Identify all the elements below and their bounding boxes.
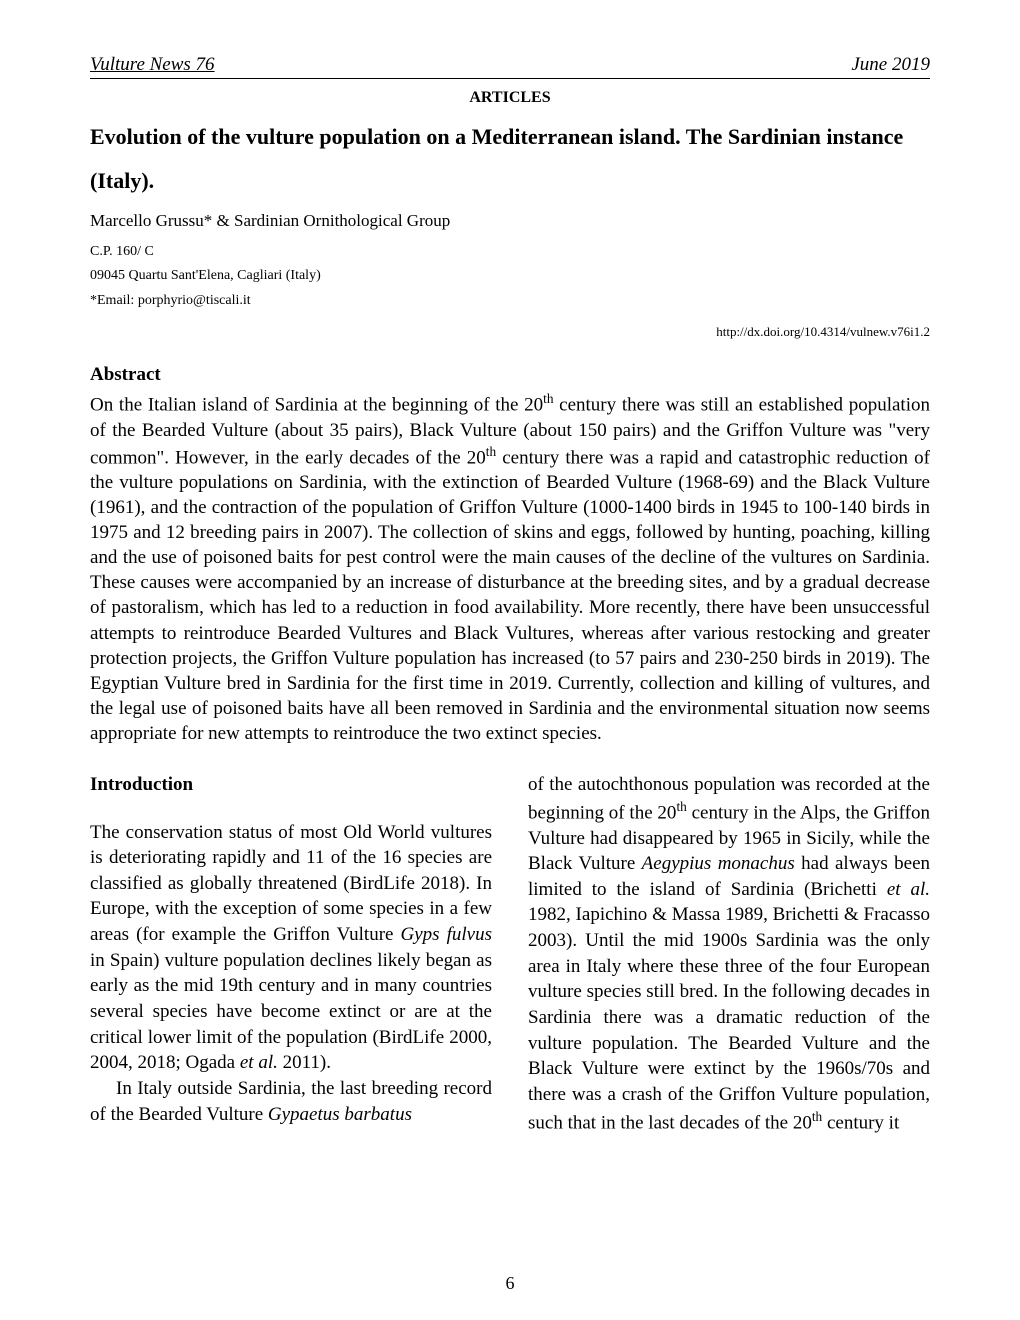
ordinal-suffix: th bbox=[486, 444, 496, 459]
journal-name: Vulture News 76 bbox=[90, 54, 215, 76]
et-al: et al. bbox=[240, 1052, 278, 1073]
authors: Marcello Grussu* & Sardinian Ornithologi… bbox=[90, 211, 930, 231]
article-title: Evolution of the vulture population on a… bbox=[90, 115, 930, 203]
doi-link[interactable]: http://dx.doi.org/10.4314/vulnew.v76i1.2 bbox=[90, 324, 930, 340]
intro-paragraph: In Italy outside Sardinia, the last bree… bbox=[90, 1076, 492, 1127]
abstract-heading: Abstract bbox=[90, 364, 930, 386]
affiliation-line: *Email: porphyrio@tiscali.it bbox=[90, 290, 930, 312]
species-name: Gypaetus barbatus bbox=[268, 1104, 412, 1125]
page-number: 6 bbox=[0, 1273, 1020, 1294]
species-name: Gyps fulvus bbox=[401, 924, 492, 945]
et-al: et al. bbox=[887, 879, 930, 900]
species-name: Aegypius monachus bbox=[642, 853, 795, 874]
intro-paragraph-continued: of the autochthonous population was reco… bbox=[528, 772, 930, 1136]
issue-date: June 2019 bbox=[851, 54, 930, 76]
introduction-heading: Introduction bbox=[90, 772, 492, 798]
ordinal-suffix: th bbox=[812, 1109, 822, 1124]
intro-paragraph: The conservation status of most Old Worl… bbox=[90, 820, 492, 1076]
text-run: 2011). bbox=[278, 1052, 331, 1073]
ordinal-suffix: th bbox=[676, 799, 686, 814]
abstract-part: century there was a rapid and catastroph… bbox=[90, 447, 930, 744]
right-column: of the autochthonous population was reco… bbox=[528, 772, 930, 1136]
affiliation-line: C.P. 160/ C bbox=[90, 241, 930, 263]
text-run: century it bbox=[822, 1112, 899, 1133]
section-label: ARTICLES bbox=[90, 89, 930, 107]
abstract-text: On the Italian island of Sardinia at the… bbox=[90, 390, 930, 746]
affiliation-line: 09045 Quartu Sant'Elena, Cagliari (Italy… bbox=[90, 265, 930, 287]
left-column: Introduction The conservation status of … bbox=[90, 772, 492, 1136]
running-header: Vulture News 76 June 2019 bbox=[90, 54, 930, 79]
two-column-body: Introduction The conservation status of … bbox=[90, 772, 930, 1136]
ordinal-suffix: th bbox=[543, 391, 553, 406]
text-run: 1982, Iapichino & Massa 1989, Brichetti … bbox=[528, 904, 930, 1132]
abstract-part: On the Italian island of Sardinia at the… bbox=[90, 395, 543, 416]
